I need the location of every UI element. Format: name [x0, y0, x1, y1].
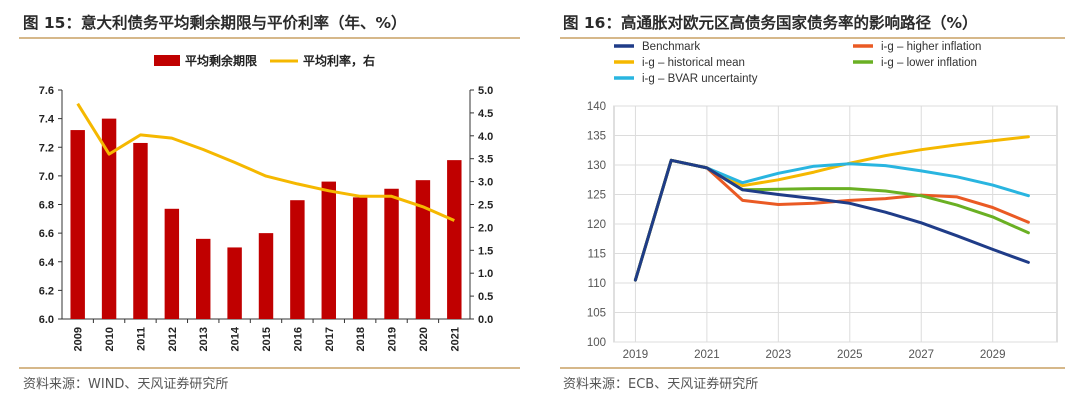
left-y-tick-label: 7.6 — [39, 85, 54, 97]
series-line — [633, 158, 1030, 282]
legend-label: i-g – BVAR uncertainty — [642, 73, 758, 85]
right-y-tick-label: 0.0 — [478, 314, 493, 326]
bar — [290, 200, 305, 319]
left-y-tick-label: 7.0 — [39, 171, 54, 183]
left-y-tick-label: 6.4 — [39, 257, 55, 269]
bar — [258, 233, 274, 319]
legend-label: i-g – historical mean — [642, 57, 745, 69]
legend-label: i-g – higher inflation — [881, 41, 981, 53]
x-tick-label: 2018 — [355, 327, 367, 351]
x-tick-label: 2023 — [766, 349, 792, 361]
legend-label-avg-rate: 平均利率，右 — [303, 53, 375, 68]
right-panel: 图 16：高通胀对欧元区高债务国家债务率的影响路径（%） 100 105 110 11… — [560, 13, 1065, 392]
right-panel-title: 图 16：高通胀对欧元区高债务国家债务率的影响路径（%） — [563, 13, 978, 32]
x-tick-label: 2025 — [837, 349, 863, 361]
y-tick-label: 130 — [587, 160, 606, 172]
x-tick-label: 2011 — [135, 327, 147, 351]
left-panel-title: 图 15：意大利债务平均剩余期限与平价利率（年、%） — [23, 13, 407, 32]
y-tick-label: 120 — [587, 219, 606, 231]
x-tick-label: 2029 — [980, 349, 1006, 361]
right-y-tick-label: 4.0 — [478, 131, 493, 143]
x-tick-label: 2017 — [324, 327, 336, 351]
right-source-note: 资料来源：ECB、天风证券研究所 — [563, 376, 758, 392]
x-tick-label: 2015 — [261, 327, 273, 351]
x-tick-label: 2019 — [387, 327, 399, 351]
legend-swatch-avg-maturity — [154, 55, 180, 66]
x-tick-label: 2019 — [623, 349, 649, 361]
left-y-tick-label: 7.4 — [39, 114, 55, 126]
bar — [133, 142, 148, 319]
y-tick-label: 110 — [588, 278, 606, 290]
y-tick-label: 125 — [587, 190, 606, 202]
left-source-note: 资料来源：WIND、天风证券研究所 — [23, 376, 228, 392]
legend-label: Benchmark — [642, 41, 700, 53]
bar — [447, 160, 462, 319]
right-y-tick-label: 5.0 — [478, 85, 493, 97]
x-tick-label: 2021 — [449, 327, 461, 351]
avg-rate-line — [76, 102, 455, 222]
x-tick-label: 2027 — [908, 349, 934, 361]
x-tick-label: 2014 — [230, 326, 242, 351]
y-tick-label: 135 — [587, 131, 606, 143]
bar — [415, 180, 431, 319]
right-chart: 100 105 110 115 120 125 130 135 140 2019 2021 2023 2… — [587, 41, 1058, 361]
x-tick-label: 2013 — [198, 327, 210, 351]
right-y-tick-label: 4.5 — [478, 108, 493, 120]
right-y-tick-label: 3.0 — [478, 177, 493, 189]
bar — [101, 118, 117, 319]
left-y-tick-label: 6.0 — [39, 314, 54, 326]
x-tick-label: 2020 — [418, 327, 430, 351]
left-panel: 图 15：意大利债务平均剩余期限与平价利率（年、%） 平均剩余期限 平均利率，右 6… — [19, 13, 520, 392]
bar — [384, 188, 399, 319]
right-y-tick-label: 1.0 — [478, 268, 493, 280]
legend-label: i-g – lower inflation — [881, 57, 977, 69]
left-y-tick-label: 6.8 — [39, 200, 54, 212]
x-tick-label: 2016 — [292, 327, 304, 351]
right-y-tick-label: 3.5 — [478, 154, 493, 166]
bar — [196, 238, 211, 319]
y-tick-label: 115 — [588, 249, 606, 261]
bar — [352, 197, 368, 319]
legend-label-avg-maturity: 平均剩余期限 — [185, 53, 257, 68]
y-tick-label: 100 — [587, 337, 606, 349]
y-tick-label: 140 — [587, 101, 606, 113]
bar — [164, 208, 180, 319]
bar — [227, 247, 242, 319]
left-y-tick-label: 6.6 — [39, 228, 54, 240]
left-y-tick-label: 6.2 — [39, 285, 54, 297]
right-y-tick-label: 1.5 — [478, 245, 493, 257]
x-tick-label: 2009 — [73, 327, 85, 351]
left-chart: 平均剩余期限 平均利率，右 6.0 6.2 6.4 6.6 6.8 7.0 7.2 7.4 7.6 0… — [39, 53, 494, 351]
x-tick-label: 2010 — [104, 327, 116, 351]
y-tick-label: 105 — [587, 308, 606, 320]
right-y-tick-label: 2.5 — [478, 200, 493, 212]
right-y-tick-label: 2.0 — [478, 222, 493, 234]
bar — [70, 130, 85, 319]
x-tick-label: 2012 — [167, 327, 179, 351]
left-y-tick-label: 7.2 — [39, 142, 54, 154]
x-tick-label: 2021 — [694, 349, 720, 361]
bar — [321, 181, 336, 319]
right-y-tick-label: 0.5 — [478, 291, 493, 303]
